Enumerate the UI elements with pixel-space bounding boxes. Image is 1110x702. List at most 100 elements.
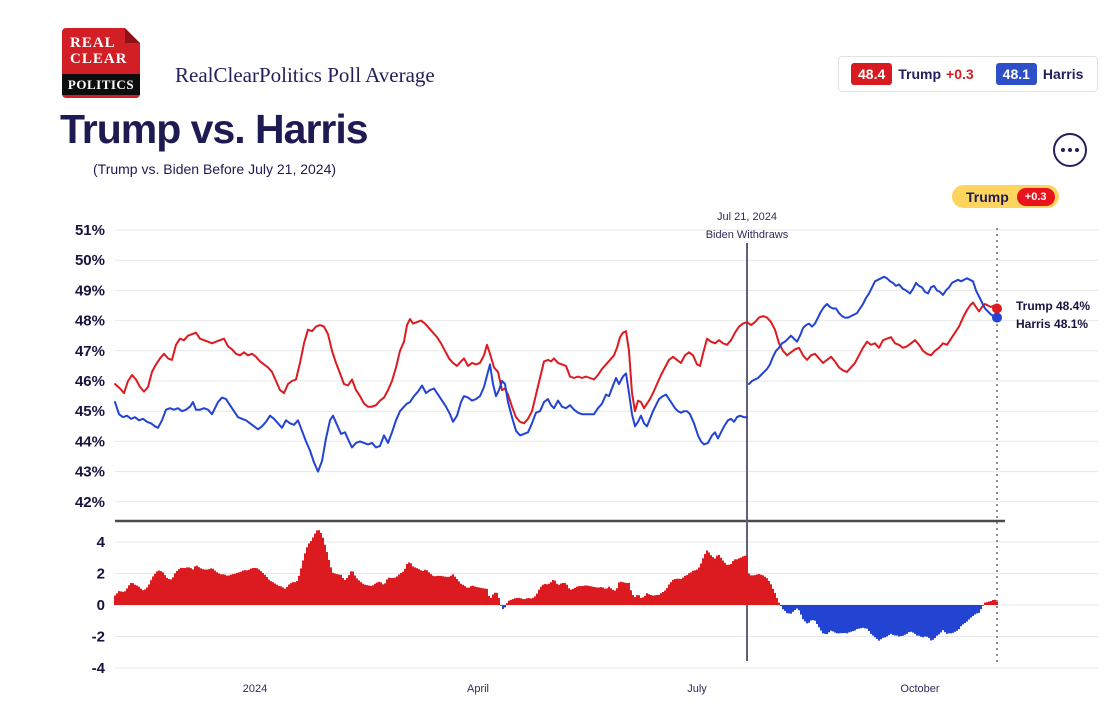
spread-bar-harris bbox=[824, 605, 826, 634]
spread-bar-trump bbox=[136, 585, 138, 605]
spread-bar-trump bbox=[594, 587, 596, 605]
spread-bar-trump bbox=[292, 582, 294, 605]
spread-bar-trump bbox=[454, 576, 456, 605]
spread-bar-harris bbox=[868, 605, 870, 631]
trump-line bbox=[114, 301, 998, 425]
spread-bar-harris bbox=[968, 605, 970, 620]
spread-bar-trump bbox=[776, 598, 778, 605]
spread-bar-trump bbox=[186, 567, 188, 605]
spread-bar-trump bbox=[176, 570, 178, 605]
spread-bar-trump bbox=[516, 597, 518, 605]
spread-bar-trump bbox=[552, 580, 554, 605]
spread-bar-harris bbox=[840, 605, 842, 634]
spread-bar-trump bbox=[704, 554, 706, 605]
spread-bar-trump bbox=[666, 588, 668, 605]
spread-bar-harris bbox=[904, 605, 906, 635]
spread-bar-trump bbox=[620, 581, 622, 605]
spread-bar-harris bbox=[794, 605, 796, 610]
spread-bar-trump bbox=[520, 598, 522, 605]
spread-bar-harris bbox=[808, 605, 810, 623]
spread-bar-trump bbox=[328, 559, 330, 605]
spread-bar-trump bbox=[616, 588, 618, 605]
spread-bar-trump bbox=[484, 588, 486, 605]
harris-final-label: Harris 48.1% bbox=[1016, 317, 1089, 331]
spread-bar-trump bbox=[242, 570, 244, 605]
spread-bar-harris bbox=[846, 605, 848, 634]
spread-bar-harris bbox=[924, 605, 926, 637]
spread-bar-trump bbox=[536, 593, 538, 605]
harris-line bbox=[748, 275, 998, 385]
spread-bar-trump bbox=[464, 586, 466, 605]
spread-bar-trump bbox=[540, 586, 542, 605]
spread-bar-harris bbox=[502, 605, 504, 609]
logo-text-real: REAL bbox=[70, 35, 116, 51]
spread-bar-trump bbox=[758, 574, 760, 605]
spread-bar-trump bbox=[122, 591, 124, 605]
spread-bar-trump bbox=[756, 574, 758, 605]
spread-bar-harris bbox=[792, 605, 794, 612]
spread-bar-trump bbox=[278, 585, 280, 605]
spread-bar-trump bbox=[372, 585, 374, 605]
y-axis-label-main: 43% bbox=[75, 464, 105, 481]
spread-bar-harris bbox=[832, 605, 834, 632]
spread-bar-trump bbox=[660, 593, 662, 605]
spread-bar-harris bbox=[866, 605, 868, 629]
ellipsis-icon bbox=[1061, 148, 1065, 152]
spread-bar-trump bbox=[512, 599, 514, 605]
spread-bar-trump bbox=[228, 575, 230, 605]
spread-bar-harris bbox=[960, 605, 962, 627]
spread-bar-harris bbox=[816, 605, 818, 625]
event-name-label: Biden Withdraws bbox=[705, 229, 789, 241]
spread-bar-harris bbox=[958, 605, 960, 630]
spread-bar-trump bbox=[184, 567, 186, 605]
spread-bar-trump bbox=[290, 583, 292, 605]
spread-bar-trump bbox=[434, 576, 436, 605]
spread-bar-harris bbox=[970, 605, 972, 618]
spread-bar-harris bbox=[896, 605, 898, 636]
spread-bar-trump bbox=[230, 574, 232, 605]
spread-bar-trump bbox=[686, 575, 688, 605]
spread-bar-harris bbox=[936, 605, 938, 636]
spread-bar-trump bbox=[336, 574, 338, 605]
spread-bar-trump bbox=[178, 569, 180, 605]
spread-bar-trump bbox=[630, 590, 632, 605]
spread-bar-trump bbox=[404, 568, 406, 605]
spread-bar-harris bbox=[966, 605, 968, 622]
spread-bar-harris bbox=[956, 605, 958, 631]
trump-final-label: Trump 48.4% bbox=[1016, 299, 1091, 313]
spread-bar-trump bbox=[470, 586, 472, 605]
spread-bar-trump bbox=[612, 589, 614, 605]
spread-bar-trump bbox=[348, 575, 350, 605]
spread-bar-trump bbox=[486, 588, 488, 605]
spread-bar-trump bbox=[320, 532, 322, 605]
spread-bar-trump bbox=[574, 587, 576, 605]
spread-bar-harris bbox=[820, 605, 822, 631]
more-options-button[interactable] bbox=[1053, 133, 1087, 167]
spread-bar-harris bbox=[814, 605, 816, 621]
spread-bar-trump bbox=[190, 568, 192, 605]
spread-bar-trump bbox=[170, 579, 172, 605]
spread-bar-harris bbox=[934, 605, 936, 639]
spread-bar-trump bbox=[702, 558, 704, 605]
spread-bar-trump bbox=[984, 602, 986, 605]
spread-bar-harris bbox=[788, 605, 790, 614]
spread-bar-harris bbox=[890, 605, 892, 634]
spread-bar-trump bbox=[770, 584, 772, 605]
spread-bar-trump bbox=[604, 588, 606, 605]
spread-bar-harris bbox=[822, 605, 824, 634]
spread-bar-trump bbox=[478, 587, 480, 605]
spread-bar-trump bbox=[414, 567, 416, 605]
spread-bar-trump bbox=[428, 572, 430, 605]
spread-bar-trump bbox=[658, 594, 660, 605]
spread-bar-trump bbox=[626, 582, 628, 605]
spread-bar-harris bbox=[854, 605, 856, 631]
spread-bar-trump bbox=[988, 601, 990, 605]
spread-bar-trump bbox=[300, 568, 302, 605]
spread-bar-trump bbox=[678, 578, 680, 605]
spread-bar-harris bbox=[786, 605, 788, 614]
spread-bar-trump bbox=[424, 569, 426, 605]
spread-bar-trump bbox=[272, 582, 274, 605]
spread-bar-trump bbox=[538, 589, 540, 605]
spread-bar-harris bbox=[796, 605, 798, 609]
spread-bar-trump bbox=[684, 575, 686, 605]
